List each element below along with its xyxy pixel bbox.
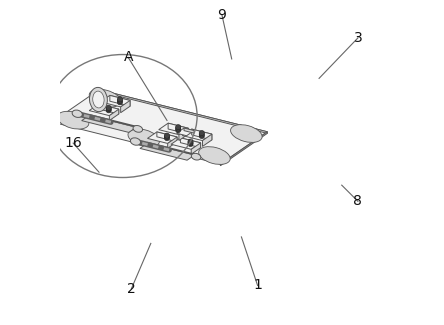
Text: A: A (123, 50, 133, 64)
Polygon shape (100, 95, 130, 107)
Polygon shape (147, 132, 177, 143)
Circle shape (106, 107, 111, 112)
Polygon shape (180, 138, 201, 148)
Polygon shape (89, 104, 119, 116)
Circle shape (164, 134, 170, 139)
Polygon shape (171, 138, 201, 149)
Polygon shape (202, 134, 212, 147)
Polygon shape (159, 123, 188, 135)
Ellipse shape (128, 129, 159, 147)
Polygon shape (140, 143, 194, 160)
Circle shape (199, 130, 204, 136)
Polygon shape (82, 115, 136, 132)
Polygon shape (121, 100, 130, 113)
Ellipse shape (133, 125, 143, 132)
Polygon shape (191, 143, 201, 154)
Ellipse shape (230, 125, 262, 142)
Circle shape (199, 133, 204, 138)
Text: 9: 9 (218, 8, 226, 22)
Ellipse shape (72, 110, 82, 117)
Polygon shape (179, 128, 188, 140)
Polygon shape (177, 128, 194, 136)
Circle shape (117, 100, 123, 105)
Text: 2: 2 (127, 282, 136, 296)
Text: 16: 16 (64, 136, 82, 150)
Ellipse shape (131, 138, 141, 145)
Circle shape (164, 136, 170, 141)
Circle shape (188, 141, 193, 147)
Circle shape (117, 97, 123, 102)
Polygon shape (192, 129, 212, 140)
Polygon shape (168, 123, 188, 134)
Text: 1: 1 (253, 279, 262, 292)
Circle shape (176, 127, 181, 133)
Ellipse shape (93, 91, 104, 108)
Circle shape (188, 140, 193, 145)
Text: 3: 3 (353, 31, 362, 45)
Circle shape (164, 133, 170, 138)
Ellipse shape (191, 153, 201, 160)
Circle shape (106, 108, 111, 113)
Polygon shape (109, 109, 119, 121)
Text: 8: 8 (353, 194, 362, 208)
Ellipse shape (198, 147, 230, 164)
Polygon shape (157, 132, 177, 142)
Polygon shape (184, 128, 194, 133)
Circle shape (106, 105, 111, 110)
Circle shape (199, 132, 204, 137)
Polygon shape (99, 104, 119, 114)
Polygon shape (89, 114, 136, 127)
Polygon shape (147, 142, 194, 155)
Ellipse shape (90, 87, 107, 112)
Polygon shape (110, 95, 130, 106)
Polygon shape (220, 132, 267, 166)
Polygon shape (52, 90, 267, 164)
Polygon shape (182, 129, 212, 141)
Circle shape (117, 98, 123, 103)
Ellipse shape (89, 89, 121, 107)
Ellipse shape (57, 111, 89, 129)
Circle shape (188, 139, 193, 144)
Circle shape (176, 126, 181, 131)
Polygon shape (99, 90, 267, 133)
Polygon shape (168, 137, 177, 148)
Circle shape (176, 124, 181, 130)
